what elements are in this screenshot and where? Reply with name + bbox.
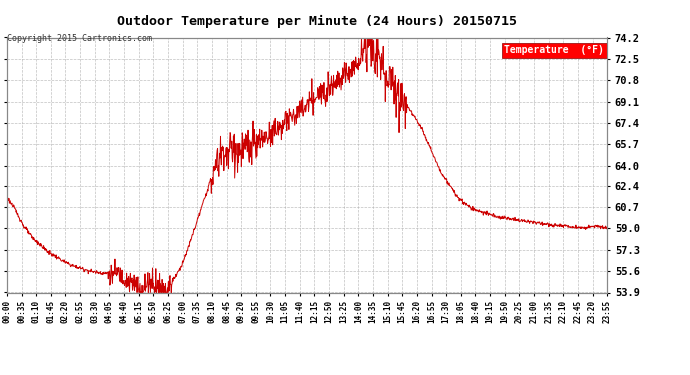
Text: Copyright 2015 Cartronics.com: Copyright 2015 Cartronics.com [7, 34, 152, 43]
Text: Temperature  (°F): Temperature (°F) [504, 45, 604, 55]
Text: Outdoor Temperature per Minute (24 Hours) 20150715: Outdoor Temperature per Minute (24 Hours… [117, 15, 518, 28]
